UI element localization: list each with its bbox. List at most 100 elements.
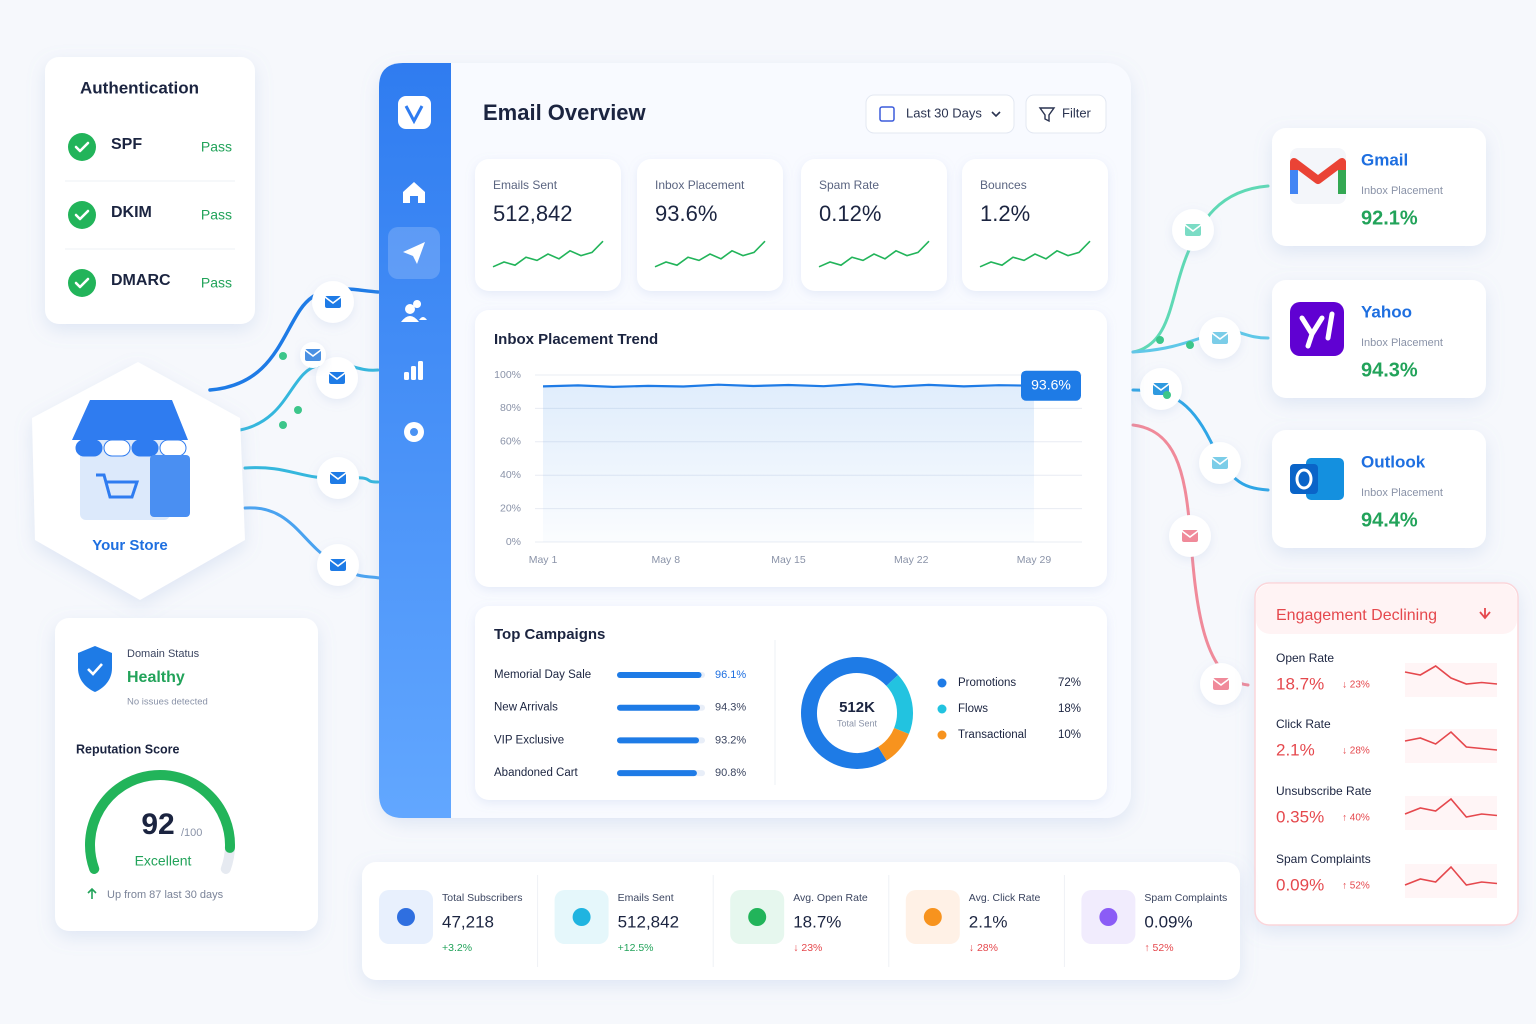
x-tick-label: May 8	[651, 554, 680, 566]
store-icon	[75, 439, 103, 457]
gauge-value	[85, 770, 235, 874]
store-icon	[96, 473, 140, 499]
kpi-card	[637, 159, 783, 291]
provider-label: Inbox Placement	[1361, 185, 1443, 197]
kpi-sparkline	[492, 240, 604, 268]
sparkline-bg	[1405, 864, 1497, 898]
legend-value: 10%	[1058, 729, 1081, 741]
summary-change: ↑ 52%	[1144, 942, 1173, 954]
envelope-icon	[1181, 530, 1199, 538]
summary-label: Spam Complaints	[1144, 892, 1227, 904]
domain-note: No issues detected	[127, 697, 208, 708]
nav-home	[403, 182, 425, 203]
domain-card	[55, 618, 318, 931]
provider-value: 92.1%	[1361, 207, 1418, 229]
reputation-max: /100	[181, 827, 202, 839]
yahoo-logo	[1299, 311, 1335, 349]
metric-sparkline	[1404, 797, 1498, 818]
summary-value: 512,842	[618, 912, 679, 931]
summary-label: Emails Sent	[618, 892, 674, 904]
reputation-change: Up from 87 last 30 days	[107, 889, 224, 901]
store-icon	[159, 439, 187, 457]
kpi-value: 1.2%	[980, 201, 1030, 226]
envelope-icon	[1185, 224, 1201, 236]
summary-change: +3.2%	[442, 942, 472, 954]
connector-line	[243, 506, 382, 580]
y-tick-label: 100%	[494, 369, 521, 381]
y-tick-label: 40%	[500, 469, 521, 481]
check-status: Pass	[201, 275, 232, 291]
provider-name: Yahoo	[1361, 302, 1412, 321]
legend-label: Transactional	[958, 729, 1027, 741]
nav-chart	[418, 361, 423, 380]
bar	[617, 704, 700, 711]
calendar-icon	[879, 106, 895, 122]
summary-icon-glyph	[1099, 908, 1118, 926]
page-title: Email Overview	[483, 100, 647, 125]
connector-dot	[1163, 391, 1171, 399]
metric-name: Click Rate	[1276, 717, 1331, 731]
nav-settings	[410, 428, 418, 436]
reputation-title: Reputation Score	[76, 742, 180, 756]
sparkline-bg	[1405, 663, 1497, 697]
summary-change: +12.5%	[618, 942, 654, 954]
reputation-rating: Excellent	[135, 853, 192, 869]
connector-dot	[294, 406, 302, 414]
envelope-icon	[1211, 457, 1229, 465]
date-range: Last 30 Days	[906, 105, 982, 120]
bar	[617, 672, 702, 678]
metric-sparkline	[1404, 730, 1498, 751]
kpi-sparkline	[979, 240, 1091, 268]
envelope-icon	[329, 559, 347, 567]
check-name: SPF	[111, 136, 142, 153]
envelope-icon	[329, 472, 347, 480]
summary-change: ↓ 28%	[969, 942, 998, 954]
filter-button[interactable]	[1025, 94, 1107, 134]
value-callout	[1021, 370, 1081, 401]
envelope-icon	[304, 349, 322, 357]
campaign-name: Memorial Day Sale	[494, 669, 591, 681]
summary-icon-glyph	[923, 908, 942, 926]
kpi-label: Inbox Placement	[655, 178, 745, 192]
provider-value: 94.3%	[1361, 359, 1418, 381]
engagement-title: Engagement Declining	[1276, 607, 1437, 624]
metric-name: Unsubscribe Rate	[1276, 784, 1372, 798]
connector-line	[208, 287, 380, 392]
auth-title: Authentication	[80, 78, 199, 97]
x-tick-label: May 29	[1017, 554, 1052, 566]
envelope-icon	[328, 372, 346, 380]
store-label: Your Store	[92, 537, 168, 554]
campaign-name: Abandoned Cart	[494, 767, 579, 779]
envelope-icon	[1184, 224, 1202, 232]
domain-status: Healthy	[127, 669, 185, 686]
date-button[interactable]	[865, 94, 1015, 134]
bar	[617, 737, 700, 744]
filter-label: Filter	[1062, 105, 1092, 120]
summary-icon-glyph	[748, 908, 767, 926]
campaign-name: VIP Exclusive	[494, 734, 564, 746]
campaign-value: 94.3%	[715, 702, 746, 714]
logo-mark	[404, 105, 424, 125]
nav-send	[403, 242, 425, 264]
legend-value: 18%	[1058, 703, 1081, 715]
store-icon	[103, 439, 131, 457]
sparkline-bg	[1405, 796, 1497, 830]
check-icon	[74, 209, 90, 221]
donut-center-value: 512K	[839, 699, 875, 716]
shield-icon	[87, 663, 103, 676]
legend-label: Flows	[958, 703, 988, 715]
summary-label: Avg. Open Rate	[793, 892, 868, 904]
x-tick-label: May 1	[529, 554, 558, 566]
nav-chart	[404, 372, 409, 380]
summary-value: 18.7%	[793, 912, 841, 931]
engagement-header	[1256, 584, 1517, 634]
summary-value: 0.09%	[1144, 912, 1192, 931]
nav-users	[401, 300, 427, 322]
sparkline-bg	[1405, 729, 1497, 763]
metric-name: Spam Complaints	[1276, 852, 1371, 866]
kpi-card	[475, 159, 621, 291]
legend-label: Promotions	[958, 677, 1016, 689]
outlook-logo	[1290, 464, 1318, 494]
campaign-value: 93.2%	[715, 734, 746, 746]
